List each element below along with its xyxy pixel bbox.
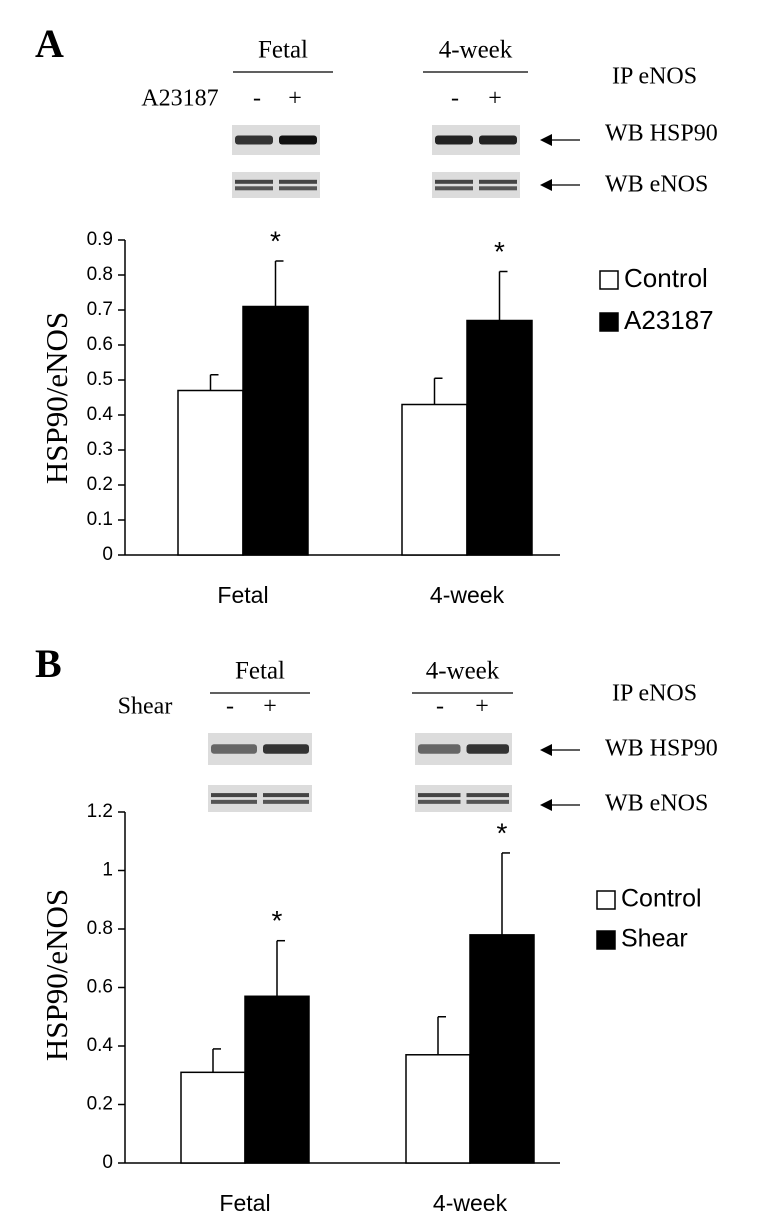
blot-label: WB HSP90 — [605, 121, 718, 147]
blot-band — [435, 135, 473, 145]
blot-image — [415, 785, 512, 812]
y-axis-label: HSP90/eNOS — [39, 312, 74, 484]
y-tick-label: 0.1 — [87, 509, 113, 530]
y-tick-label: 0.4 — [87, 1035, 114, 1056]
blot-image — [232, 172, 320, 198]
blot-group-label: 4-week — [439, 37, 513, 64]
legend-swatch — [599, 312, 619, 332]
arrow-head — [540, 179, 552, 191]
blot-band — [435, 186, 473, 191]
blot-band — [235, 135, 273, 145]
bar — [401, 403, 468, 556]
y-axis-label: HSP90/eNOS — [39, 889, 74, 1061]
legend-label: Control — [621, 885, 702, 913]
blot-lane: - — [253, 86, 261, 112]
y-tick-label: 0.2 — [87, 1094, 113, 1115]
blot-lane: - — [436, 694, 444, 720]
blot-band — [279, 186, 317, 191]
y-tick-label: 0.9 — [87, 229, 113, 250]
y-tick-label: 0.8 — [87, 264, 113, 285]
blot-label: WB eNOS — [605, 172, 708, 198]
blot-band — [211, 799, 257, 804]
y-tick-label: 0.6 — [87, 334, 113, 355]
blot-label: IP eNOS — [612, 64, 697, 90]
x-tick-label: Fetal — [219, 1190, 270, 1216]
blot-band — [466, 799, 509, 804]
blot-band — [279, 135, 317, 145]
blot-label: WB HSP90 — [605, 736, 718, 762]
y-tick-label: 1 — [102, 860, 113, 881]
blot-group-label: Fetal — [258, 37, 308, 64]
arrow-head — [540, 744, 552, 756]
legend-label: A23187 — [624, 305, 714, 335]
blot-band — [235, 186, 273, 191]
blot-band — [279, 179, 317, 184]
blot-label: WB eNOS — [605, 791, 708, 817]
blot-lane: + — [488, 86, 502, 112]
x-tick-label: 4-week — [430, 582, 505, 608]
bar — [244, 995, 310, 1164]
blot-group-label: 4-week — [426, 658, 500, 685]
blot-band — [263, 799, 309, 804]
blot-band — [479, 179, 517, 184]
blot-band — [479, 186, 517, 191]
significance-marker: * — [272, 905, 283, 936]
blot-band — [211, 744, 257, 754]
blot-band — [211, 793, 257, 798]
blot-band — [466, 793, 509, 798]
legend-label: Shear — [621, 925, 688, 953]
blot-band — [418, 744, 461, 754]
blot-band — [418, 799, 461, 804]
arrow-head — [540, 134, 552, 146]
panel-label: A — [35, 21, 64, 66]
significance-marker: * — [494, 236, 505, 267]
legend-swatch — [596, 890, 616, 910]
blot-treatment: A23187 — [141, 86, 218, 112]
blot-lane: - — [451, 86, 459, 112]
blot-lane: + — [263, 694, 277, 720]
y-tick-label: 0 — [102, 544, 113, 565]
y-tick-label: 0.8 — [87, 918, 113, 939]
blot-band — [263, 793, 309, 798]
blot-band — [235, 179, 273, 184]
x-tick-label: Fetal — [217, 582, 268, 608]
blot-group-label: Fetal — [235, 658, 285, 685]
blot-band — [263, 744, 309, 754]
bar — [405, 1054, 471, 1164]
y-tick-label: 0.2 — [87, 474, 113, 495]
legend-swatch — [596, 930, 616, 950]
y-tick-label: 0.5 — [87, 369, 113, 390]
blot-band — [466, 744, 509, 754]
blot-label: IP eNOS — [612, 681, 697, 707]
bar — [469, 934, 535, 1164]
blot-image — [432, 172, 520, 198]
blot-band — [418, 793, 461, 798]
y-tick-label: 1.2 — [87, 801, 113, 822]
legend-label: Control — [624, 263, 708, 293]
blot-lane: - — [226, 694, 234, 720]
blot-band — [479, 135, 517, 145]
significance-marker: * — [270, 225, 281, 256]
blot-treatment: Shear — [118, 694, 173, 720]
y-tick-label: 0.3 — [87, 439, 113, 460]
arrow-head — [540, 799, 552, 811]
bar — [180, 1071, 246, 1164]
y-tick-label: 0.6 — [87, 977, 113, 998]
bar — [466, 319, 533, 556]
legend-swatch — [599, 270, 619, 290]
significance-marker: * — [497, 817, 508, 848]
blot-image — [208, 785, 312, 812]
x-tick-label: 4-week — [433, 1190, 508, 1216]
blot-lane: + — [475, 694, 489, 720]
y-tick-label: 0 — [102, 1152, 113, 1173]
panel-label: B — [35, 641, 62, 686]
bar — [177, 389, 244, 556]
y-tick-label: 0.7 — [87, 299, 113, 320]
blot-lane: + — [288, 86, 302, 112]
blot-band — [435, 179, 473, 184]
y-tick-label: 0.4 — [87, 404, 114, 425]
bar — [242, 305, 309, 556]
